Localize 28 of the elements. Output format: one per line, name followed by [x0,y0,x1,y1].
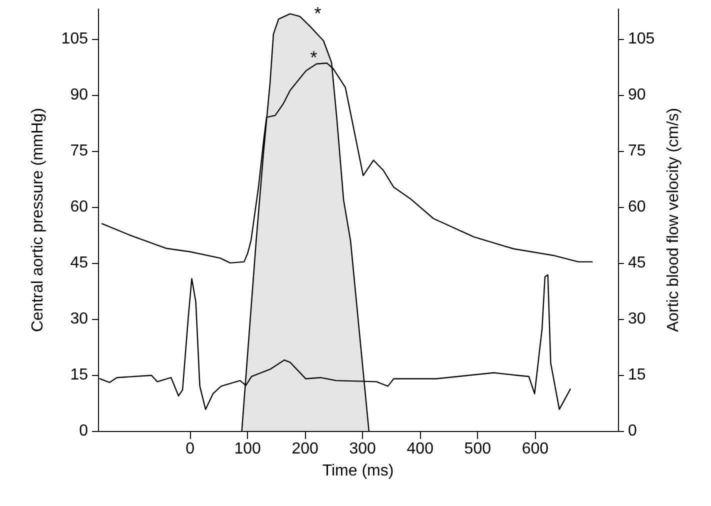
y2-tick-label: 45 [628,254,646,272]
x-tick-label: 0 [186,440,195,458]
y2-tick-label: 90 [628,86,646,104]
x-tick-label: 500 [464,440,492,458]
y-tick-label: 60 [70,198,88,216]
x-axis-title: Time (ms) [322,462,394,480]
annotation: * [314,4,322,24]
y2-tick-label: 15 [628,366,646,384]
y-tick-label: 30 [70,310,88,328]
y-tick-label: 0 [79,422,88,440]
x-tick-label: 300 [349,440,376,458]
annotation: * [310,48,318,68]
x-tick-label: 400 [406,440,434,458]
y2-axis-title: Aortic blood flow velocity (cm/s) [665,108,682,332]
y-axis-title: Central aortic pressure (mmHg) [30,108,46,332]
y-tick-label: 105 [61,30,88,48]
y2-tick-label: 60 [628,198,646,216]
y-tick-label: 90 [70,86,88,104]
x-tick-label: 100 [234,440,262,458]
y-tick-label: 45 [70,254,88,272]
y2-tick-label: 0 [628,422,637,440]
x-tick-label: 200 [292,440,319,458]
y2-tick-label: 105 [628,30,655,48]
y2-tick-label: 75 [628,142,646,160]
y2-tick-label: 30 [628,310,646,328]
x-tick-label: 600 [522,440,549,458]
y-tick-label: 15 [70,366,88,384]
y-tick-label: 75 [70,142,88,160]
